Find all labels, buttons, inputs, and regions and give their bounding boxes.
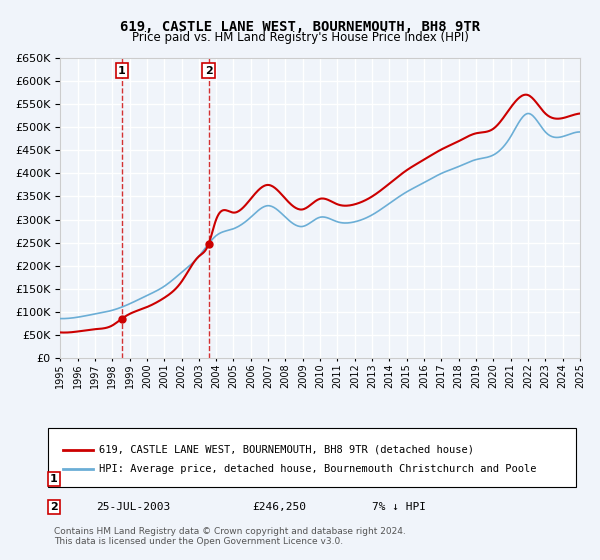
Text: 1: 1: [118, 66, 126, 76]
Text: 619, CASTLE LANE WEST, BOURNEMOUTH, BH8 9TR: 619, CASTLE LANE WEST, BOURNEMOUTH, BH8 …: [120, 20, 480, 34]
Text: Contains HM Land Registry data © Crown copyright and database right 2024.
This d: Contains HM Land Registry data © Crown c…: [54, 526, 406, 546]
Text: Price paid vs. HM Land Registry's House Price Index (HPI): Price paid vs. HM Land Registry's House …: [131, 31, 469, 44]
Text: 25-JUL-2003: 25-JUL-2003: [96, 502, 170, 512]
Text: £246,250: £246,250: [252, 502, 306, 512]
Text: 2: 2: [205, 66, 212, 76]
Text: 2: 2: [50, 502, 58, 512]
Text: £84,950: £84,950: [252, 474, 299, 484]
Text: HPI: Average price, detached house, Bournemouth Christchurch and Poole: HPI: Average price, detached house, Bour…: [99, 464, 536, 474]
Text: 7% ↓ HPI: 7% ↓ HPI: [372, 502, 426, 512]
Text: 1: 1: [50, 474, 58, 484]
Text: 24-JUL-1998: 24-JUL-1998: [96, 474, 170, 484]
Text: 619, CASTLE LANE WEST, BOURNEMOUTH, BH8 9TR (detached house): 619, CASTLE LANE WEST, BOURNEMOUTH, BH8 …: [99, 445, 474, 455]
Text: 31% ↓ HPI: 31% ↓ HPI: [372, 474, 433, 484]
